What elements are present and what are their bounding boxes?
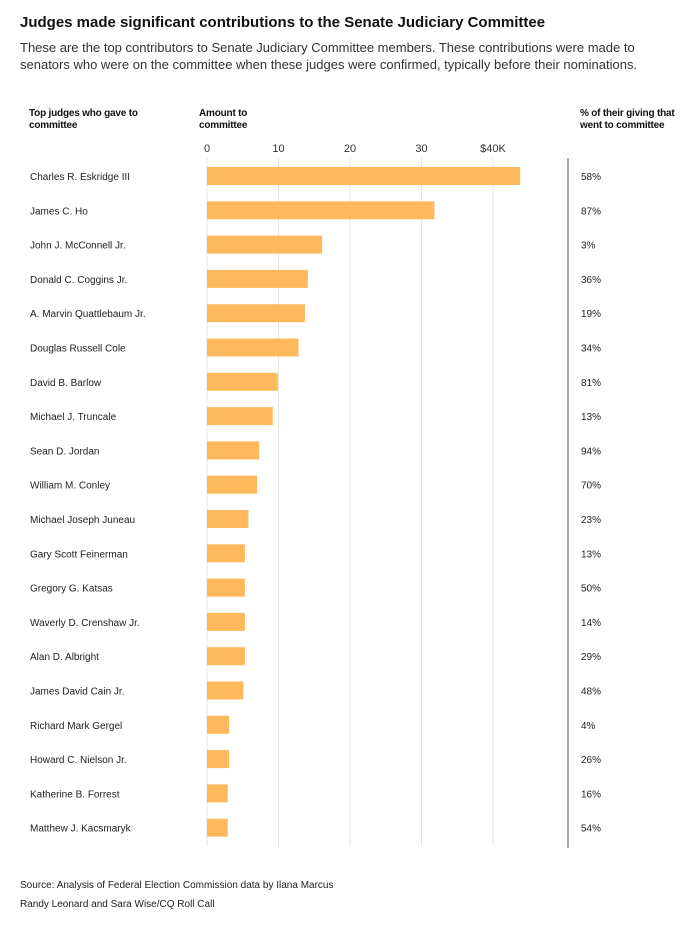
category-label: Michael J. Truncale: [30, 412, 117, 423]
bar: [207, 235, 323, 254]
category-label: Katherine B. Forrest: [30, 789, 120, 800]
category-label: Sean D. Jordan: [30, 446, 100, 457]
bar: [207, 201, 435, 220]
percent-label: 4%: [581, 721, 596, 732]
category-label: Howard C. Nielson Jr.: [30, 755, 127, 766]
bar: [207, 647, 245, 666]
bar: [207, 750, 230, 769]
bar: [207, 475, 258, 494]
chart-subtitle: These are the top contributors to Senate…: [20, 40, 638, 72]
percent-label: 26%: [581, 755, 601, 766]
x-tick-label: 30: [415, 143, 427, 155]
category-label: Matthew J. Kacsmaryk: [30, 824, 132, 835]
percent-label: 3%: [581, 241, 596, 252]
category-label: James David Cain Jr.: [30, 687, 124, 698]
percent-label: 81%: [581, 378, 601, 389]
bar: [207, 612, 245, 631]
category-label: Waverly D. Crenshaw Jr.: [30, 618, 140, 629]
category-label: Richard Mark Gergel: [30, 721, 122, 732]
percent-label: 16%: [581, 789, 601, 800]
percent-label: 34%: [581, 344, 601, 355]
category-label: William M. Conley: [30, 481, 110, 492]
percent-label: 23%: [581, 515, 601, 526]
bar: [207, 269, 308, 288]
bar: [207, 681, 244, 700]
category-label: David B. Barlow: [30, 378, 102, 389]
percent-label: 94%: [581, 446, 601, 457]
category-label: John J. McConnell Jr.: [30, 241, 126, 252]
percent-column-header: % of their giving that went to committee: [580, 108, 675, 131]
percent-label: 29%: [581, 652, 601, 663]
percent-label: 13%: [581, 549, 601, 560]
percent-label: 54%: [581, 824, 601, 835]
bar: [207, 338, 299, 357]
bar: [207, 167, 521, 185]
bar: [207, 578, 245, 597]
source-line-1: Source: Analysis of Federal Election Com…: [20, 880, 334, 891]
bar: [207, 784, 228, 803]
percent-label: 19%: [581, 309, 601, 320]
category-label: Michael Joseph Juneau: [30, 515, 135, 526]
bar: [207, 510, 249, 528]
category-label: Donald C. Coggins Jr.: [30, 275, 127, 286]
bar: [207, 818, 228, 837]
category-label: A. Marvin Quattlebaum Jr.: [30, 309, 146, 320]
category-label: Gregory G. Katsas: [30, 584, 113, 595]
x-tick-label: 0: [204, 143, 210, 155]
category-label: Alan D. Albright: [30, 652, 99, 663]
percent-label: 48%: [581, 687, 601, 698]
bar: [207, 544, 245, 563]
percent-label: 13%: [581, 412, 601, 423]
x-tick-label: 10: [272, 143, 284, 155]
amount-column-header: Amount to committee: [199, 108, 248, 131]
bar: [207, 407, 273, 426]
category-label: Douglas Russell Cole: [30, 344, 126, 355]
x-tick-label: 20: [344, 143, 356, 155]
bar: [207, 715, 230, 734]
bar: [207, 441, 260, 460]
percent-label: 36%: [581, 275, 601, 286]
chart-title: Judges made significant contributions to…: [20, 14, 546, 31]
percent-label: 50%: [581, 584, 601, 595]
category-label: Charles R. Eskridge III: [30, 172, 130, 183]
x-tick-label: $40K: [480, 143, 506, 155]
bar: [207, 304, 305, 323]
category-label: Gary Scott Feinerman: [30, 549, 128, 560]
bar: [207, 372, 278, 391]
source-line-2: Randy Leonard and Sara Wise/CQ Roll Call: [20, 899, 215, 910]
category-label: James C. Ho: [30, 206, 88, 217]
percent-label: 58%: [581, 172, 601, 183]
percent-label: 14%: [581, 618, 601, 629]
judges-column-header: Top judges who gave to committee: [29, 108, 138, 131]
percent-label: 70%: [581, 481, 601, 492]
percent-label: 87%: [581, 206, 601, 217]
